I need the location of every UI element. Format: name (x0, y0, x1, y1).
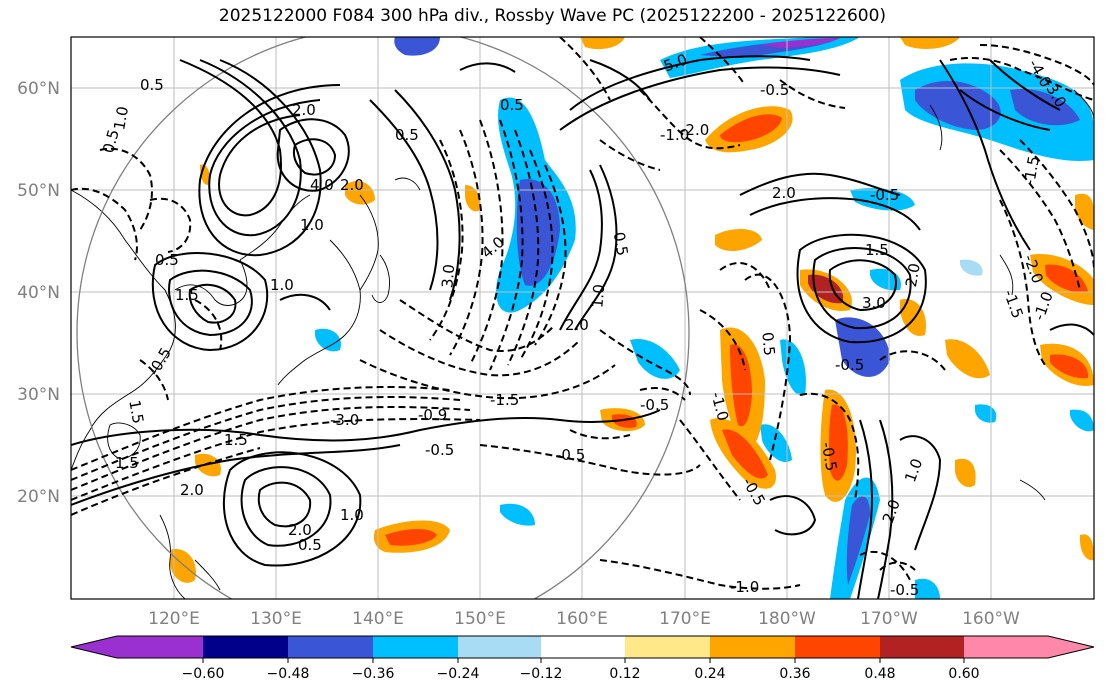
colorbar-segment (795, 636, 880, 658)
colorbar-segment (625, 636, 710, 658)
colorbar-tick-label: 0.60 (948, 666, 979, 682)
lon-label: 120°E (148, 609, 200, 629)
contour-label: -0.5 (890, 581, 919, 599)
lat-label: 60°N (17, 79, 60, 99)
contour-label: 3.0 (438, 263, 458, 288)
colorbar-tick-label: −0.36 (352, 666, 395, 682)
colorbar-segment (203, 636, 288, 658)
contour-label: 1.0 (270, 276, 294, 294)
contour-label: 2.0 (565, 316, 589, 334)
contour-label: 2.0 (772, 184, 796, 202)
contour-label: 0.5 (610, 231, 632, 258)
contour-label: -0.5 (818, 441, 841, 473)
contour-label: -3.0 (330, 411, 359, 429)
contour-label: 0.5 (155, 251, 179, 269)
map-title: 2025122000 F084 300 hPa div., Rossby Wav… (218, 6, 887, 26)
colorbar-segment (964, 636, 1094, 658)
contour-label: 1.5 (224, 431, 248, 449)
contour-label: -1.5 (1020, 155, 1043, 187)
colorbar-tick-label: −0.48 (267, 666, 310, 682)
contour-label: 2.0 (180, 481, 204, 499)
radius-circle (76, 37, 690, 599)
contour-label: 1.0 (110, 105, 132, 132)
lat-label: 30°N (17, 385, 60, 405)
contour-label: 1.5 (865, 241, 889, 259)
contour-label: -2.0 (680, 121, 709, 139)
colorbar-tick-label: 0.36 (779, 666, 810, 682)
negative-contours (71, 37, 1094, 590)
contour-label: 4.0 (310, 176, 334, 194)
colorbar-tick-label: −0.24 (437, 666, 480, 682)
lon-label: 160°E (556, 609, 608, 629)
lon-label: 160°W (962, 609, 1020, 629)
lon-label: 170°E (659, 609, 711, 629)
contour-label: 1.0 (340, 506, 364, 524)
contour-label: 1.0 (300, 216, 324, 234)
contour-label: 2.0 (292, 101, 316, 119)
colorbar-segment (288, 636, 373, 658)
contour-label: 1.5 (175, 286, 199, 304)
colorbar-segment (458, 636, 541, 658)
lat-label: 20°N (17, 487, 60, 507)
longitude-labels: 120°E 130°E 140°E 150°E 160°E 170°E 180°… (148, 609, 1020, 629)
latitude-labels: 60°N 50°N 40°N 30°N 20°N (17, 79, 60, 507)
contour-label: 0.5 (500, 96, 524, 114)
colorbar-tick-label: 0.12 (609, 666, 640, 682)
coastlines (71, 89, 1094, 599)
contour-label: -0.5 (425, 441, 454, 459)
contour-label: 2.0 (340, 176, 364, 194)
contour-label: -0.5 (640, 396, 669, 414)
contour-label: 2.0 (288, 521, 312, 539)
contour-label: 1.5 (115, 454, 139, 472)
lon-label: 140°E (352, 609, 404, 629)
colorbar-segment (373, 636, 458, 658)
contour-label: -0.5 (556, 446, 585, 464)
contour-label: 0.5 (99, 127, 123, 155)
contour-label: 0.5 (395, 126, 419, 144)
colorbar-tick-label: −0.12 (520, 666, 563, 682)
colorbar-tick-label: 0.24 (694, 666, 725, 682)
contour-label: 0.5 (758, 331, 778, 356)
lat-label: 40°N (17, 283, 60, 303)
contour-label: -0.9 (418, 406, 447, 424)
contour-label: 1.5 (125, 399, 147, 426)
contour-label: -0.5 (760, 81, 789, 99)
lon-label: 130°E (250, 609, 302, 629)
contour-label: 2.0 (902, 262, 924, 289)
positive-contours (71, 55, 1094, 599)
lon-label: 170°W (860, 609, 918, 629)
contour-label: -1.5 (490, 391, 519, 409)
lon-label: 180°W (758, 609, 816, 629)
contour-label: -0.5 (870, 186, 899, 204)
colorbar-tick-label: 0.48 (864, 666, 895, 682)
contour-label: 0.5 (140, 76, 164, 94)
colorbar-tick-label: −0.60 (182, 666, 225, 682)
colorbar-segment (710, 636, 795, 658)
contour-label: -0.5 (835, 356, 864, 374)
colorbar: −0.60 −0.48 −0.36 −0.24 −0.12 0.12 0.24 … (70, 635, 1095, 682)
map-frame (70, 36, 1095, 600)
colorbar-segment (541, 636, 625, 658)
colorbar-segment (71, 636, 203, 658)
contour-label: 1.0 (588, 283, 608, 308)
lon-label: 150°E (454, 609, 506, 629)
lat-label: 50°N (17, 181, 60, 201)
contour-label: 0.5 (298, 536, 322, 554)
colorbar-segment (880, 636, 964, 658)
contour-label: 3.0 (862, 294, 886, 312)
contour-label: -1.0 (730, 578, 759, 596)
contour-label: -1.0 (660, 126, 689, 144)
